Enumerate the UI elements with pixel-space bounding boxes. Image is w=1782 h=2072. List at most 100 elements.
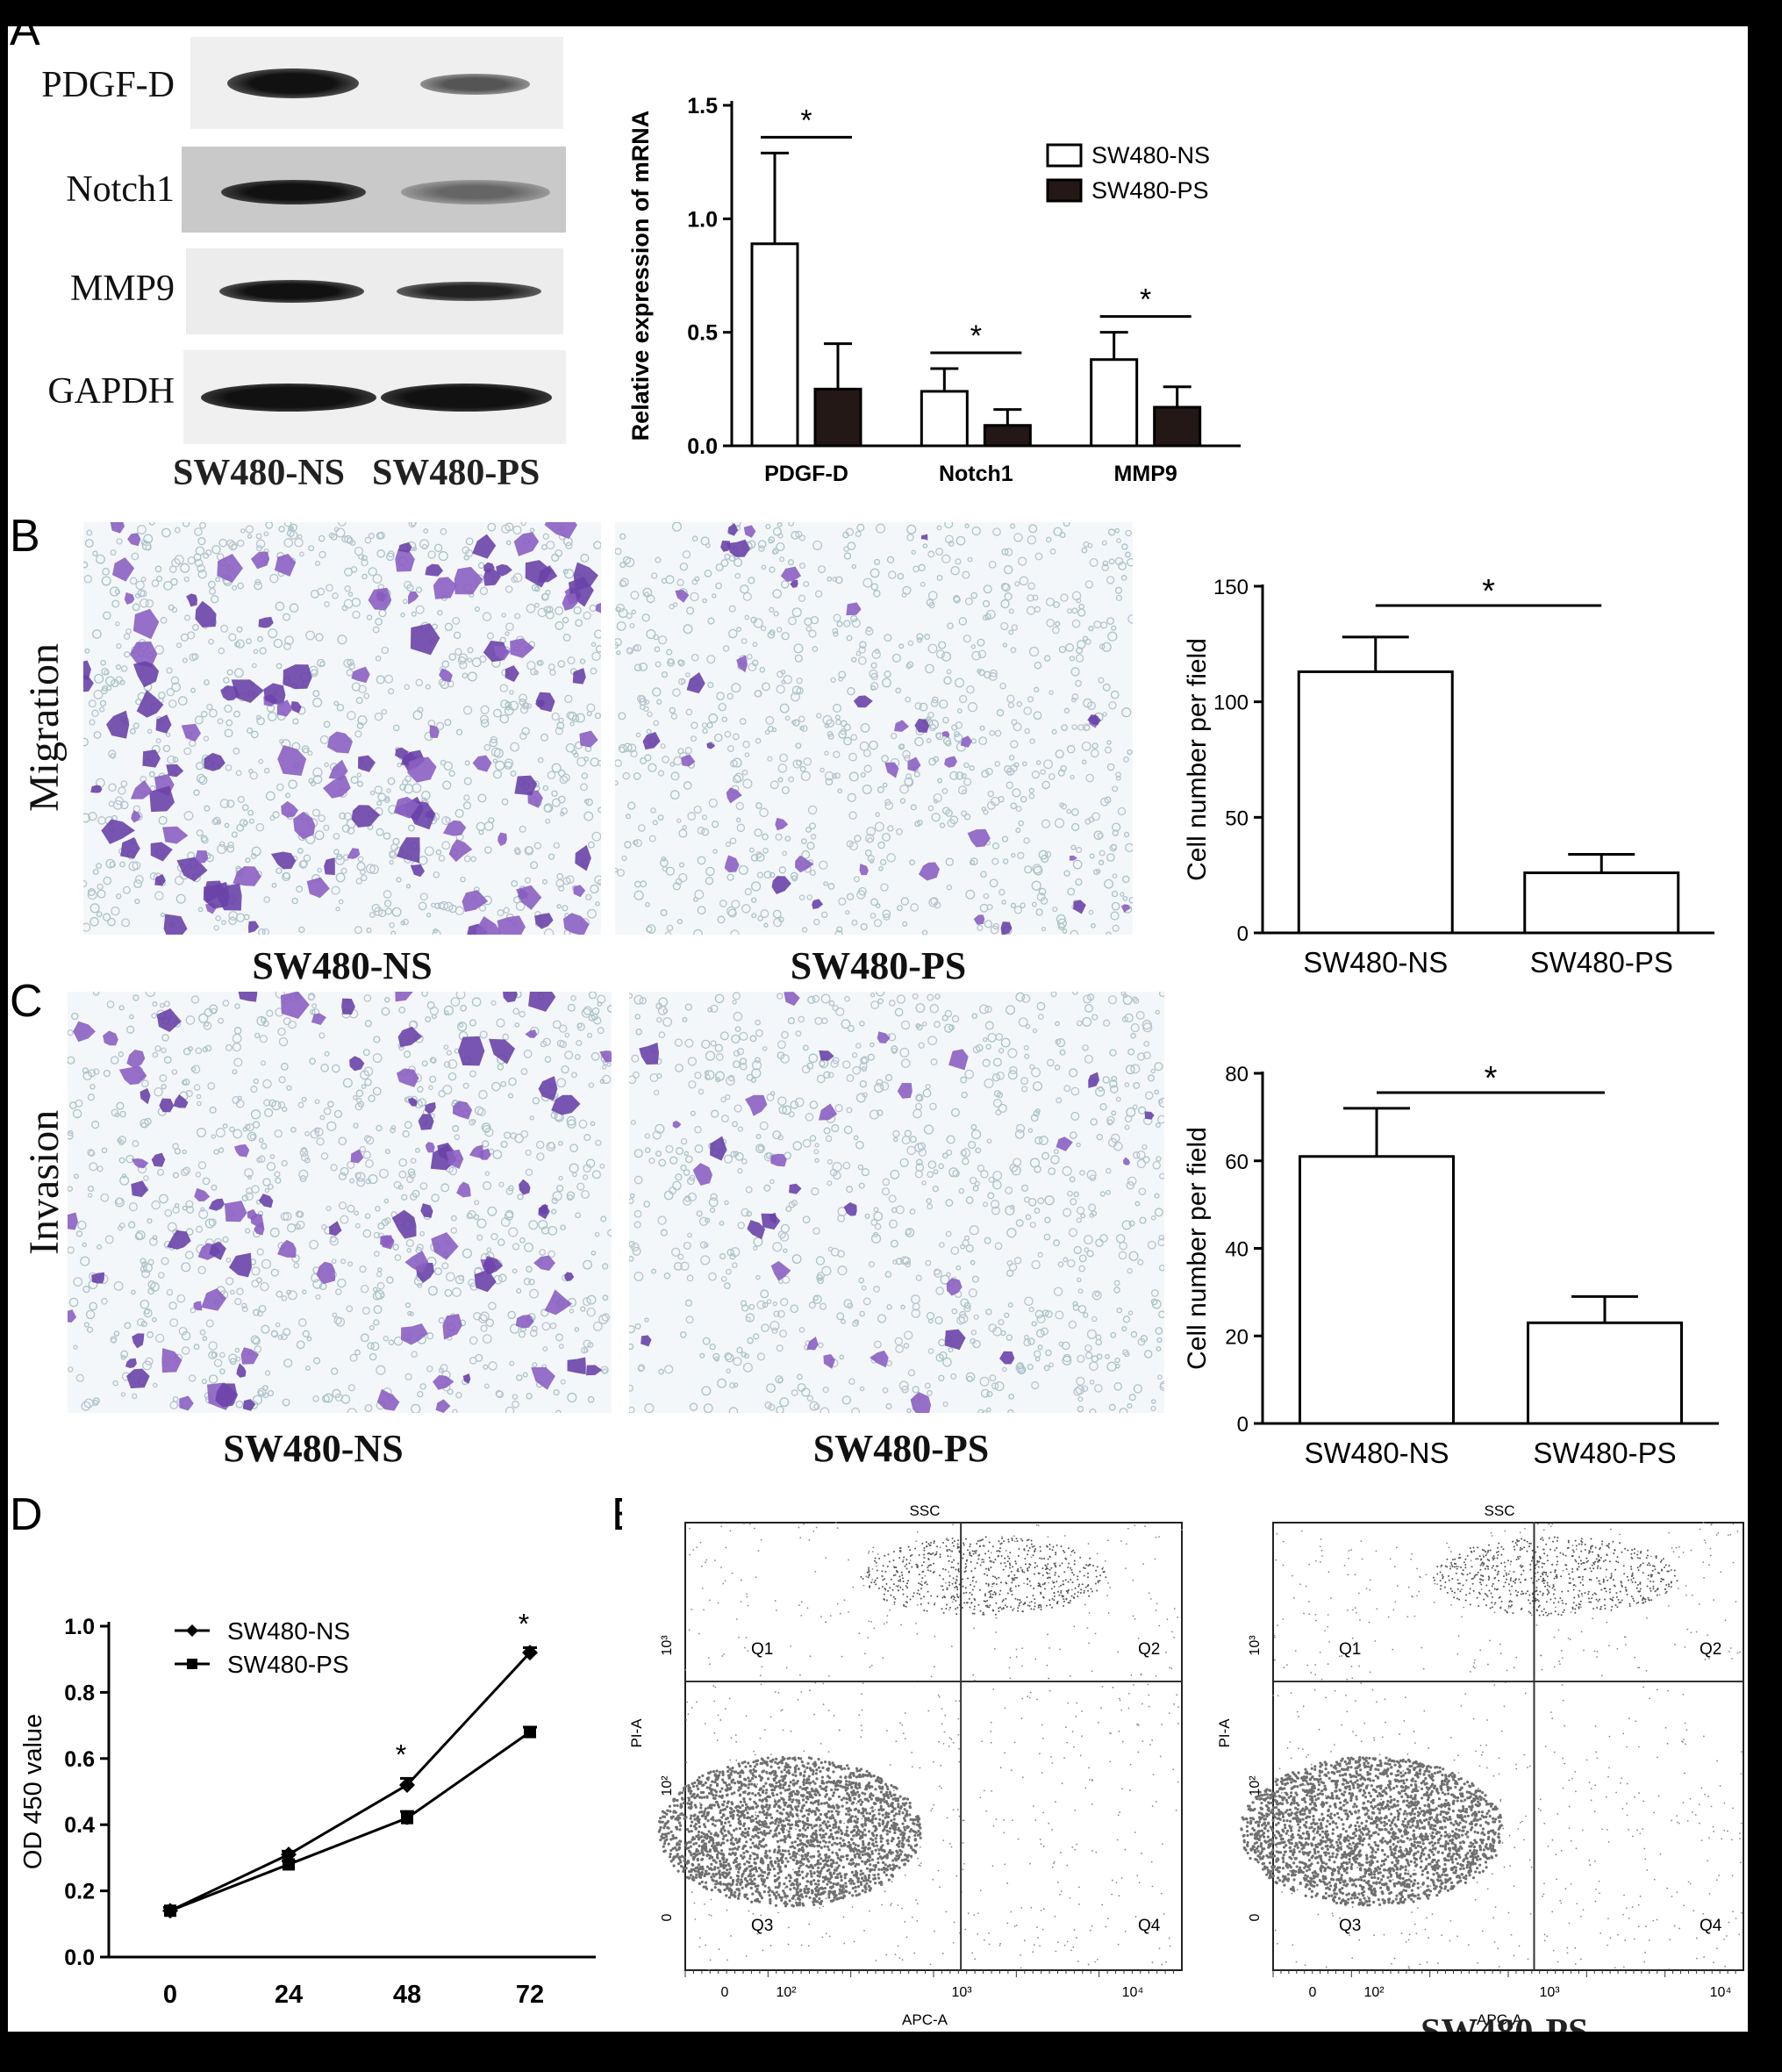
- wb-strip-gapdh: [183, 350, 566, 444]
- wb-label-gapdh: GAPDH: [47, 371, 175, 412]
- panel-letter-d: D: [10, 1489, 43, 1540]
- quadrant-label-q4: Q4: [1138, 1917, 1161, 1935]
- stained-cell: [126, 1050, 146, 1069]
- x-tick-label: SW480-PS: [1530, 946, 1673, 979]
- stained-cell: [726, 539, 750, 557]
- stained-cell: [233, 1144, 250, 1158]
- stained-cell: [103, 1030, 118, 1046]
- figure: A B C D E F PDGF-D Notch1 MMP9 GAPDH SW4…: [8, 26, 1748, 2032]
- row-label-invasion: Invasion: [21, 1109, 68, 1255]
- significance-label: *: [519, 1609, 529, 1640]
- stained-cell: [73, 1021, 96, 1043]
- stained-cell: [472, 755, 492, 772]
- stained-cell: [391, 1209, 417, 1239]
- stained-cell: [497, 915, 526, 935]
- bar-mmp9-ns: [1090, 358, 1139, 448]
- bar-sw480-ps: [1527, 1321, 1683, 1425]
- stained-cell: [795, 855, 814, 873]
- micrograph-label-migration-ns: SW480-NS: [252, 944, 433, 987]
- stained-cell: [397, 1026, 423, 1048]
- stained-cell: [503, 992, 518, 1003]
- stained-cell: [819, 1050, 834, 1061]
- stained-cell: [242, 1399, 256, 1411]
- stained-cell: [351, 666, 370, 684]
- stained-cell: [208, 1198, 225, 1211]
- y-tick-label: 0.2: [64, 1880, 95, 1904]
- stained-cell: [720, 541, 732, 552]
- x-tick-label: 10⁴: [1122, 1985, 1144, 2000]
- stained-cell: [948, 1049, 969, 1071]
- stained-cell: [770, 1260, 791, 1281]
- y-tick-label: 0: [1248, 1913, 1263, 1921]
- y-tick-label: 80: [1225, 1063, 1249, 1086]
- stained-cell: [151, 1152, 166, 1167]
- stained-cell: [918, 862, 940, 881]
- legend-label: SW480-NS: [227, 1617, 350, 1645]
- stained-cell: [823, 1353, 835, 1369]
- stained-cell: [324, 857, 335, 876]
- stained-cell: [448, 839, 473, 863]
- y-tick-label: 0.5: [687, 321, 718, 346]
- stained-cell: [686, 672, 705, 694]
- bar-notch1-ps: [983, 424, 1032, 448]
- y-tick-label: 1.0: [687, 207, 718, 232]
- stained-cell: [435, 1399, 451, 1413]
- micrograph-migration-ps: [615, 522, 1133, 935]
- stained-cell: [129, 642, 158, 668]
- stained-cell: [231, 679, 264, 704]
- stained-cell: [973, 914, 985, 925]
- stained-cell: [551, 1094, 581, 1115]
- stained-cell: [894, 720, 909, 732]
- y-tick-label: 0: [1237, 922, 1249, 946]
- stained-cell: [311, 1013, 326, 1026]
- stained-cell: [132, 661, 160, 688]
- stained-cell: [83, 660, 91, 681]
- micrograph-image: [615, 522, 1133, 935]
- y-tick-label: 1.5: [687, 94, 718, 118]
- stained-cell: [118, 1065, 147, 1086]
- stained-cell: [745, 1094, 768, 1116]
- stained-cell: [395, 548, 415, 572]
- stained-cell: [68, 1309, 77, 1323]
- stained-cell: [999, 1351, 1015, 1365]
- stained-cell: [675, 589, 690, 603]
- stained-cell: [159, 1098, 175, 1113]
- data-point: [522, 1645, 538, 1661]
- wb-label-mmp9: MMP9: [69, 269, 175, 309]
- stained-cell: [1088, 1072, 1100, 1088]
- y-axis-label: Cell number per field: [1183, 1127, 1212, 1370]
- stained-cell: [290, 700, 302, 713]
- wb-label-notch1: Notch1: [66, 169, 175, 210]
- stained-cell: [442, 820, 467, 836]
- x-axis-label: APC-A: [1477, 2011, 1523, 2028]
- mrna-bar-chart: 0.0 0.5 1.0 1.5 Relative expression of mRNA P…: [627, 94, 1241, 486]
- stained-cell: [193, 1301, 203, 1311]
- significance-label: *: [1485, 1060, 1498, 1097]
- stained-cell: [418, 1114, 434, 1130]
- stained-cell: [131, 1180, 148, 1198]
- row-label-migration: Migration: [21, 643, 68, 812]
- stained-cell: [215, 1383, 238, 1408]
- stained-cell: [544, 522, 577, 539]
- stained-cell: [126, 1368, 150, 1389]
- quadrant-label-q2: Q2: [1138, 1640, 1160, 1659]
- stained-cell: [567, 1357, 586, 1375]
- flow-title: SSC: [1485, 1502, 1515, 1519]
- stained-cell: [914, 718, 930, 733]
- stained-cell: [277, 744, 307, 776]
- stained-cell: [120, 837, 140, 859]
- invasion-bar-chart: 0 20 40 60 80 Cell number per field SW480-NS SW…: [1183, 1060, 1719, 1469]
- stained-cell: [238, 992, 258, 1002]
- y-tick-label: 10³: [660, 1635, 675, 1656]
- stained-cell: [859, 864, 869, 876]
- y-tick-label: 10³: [1248, 1635, 1263, 1656]
- stained-cell: [142, 749, 161, 768]
- panel-letter-b: B: [10, 511, 40, 562]
- stained-cell: [420, 1203, 433, 1218]
- stained-cell: [247, 1208, 258, 1221]
- stained-cell: [328, 759, 348, 780]
- stained-cell: [263, 683, 286, 705]
- legend-label: SW480-PS: [1091, 177, 1209, 204]
- stained-cell: [539, 1204, 548, 1215]
- stained-cell: [531, 1366, 555, 1390]
